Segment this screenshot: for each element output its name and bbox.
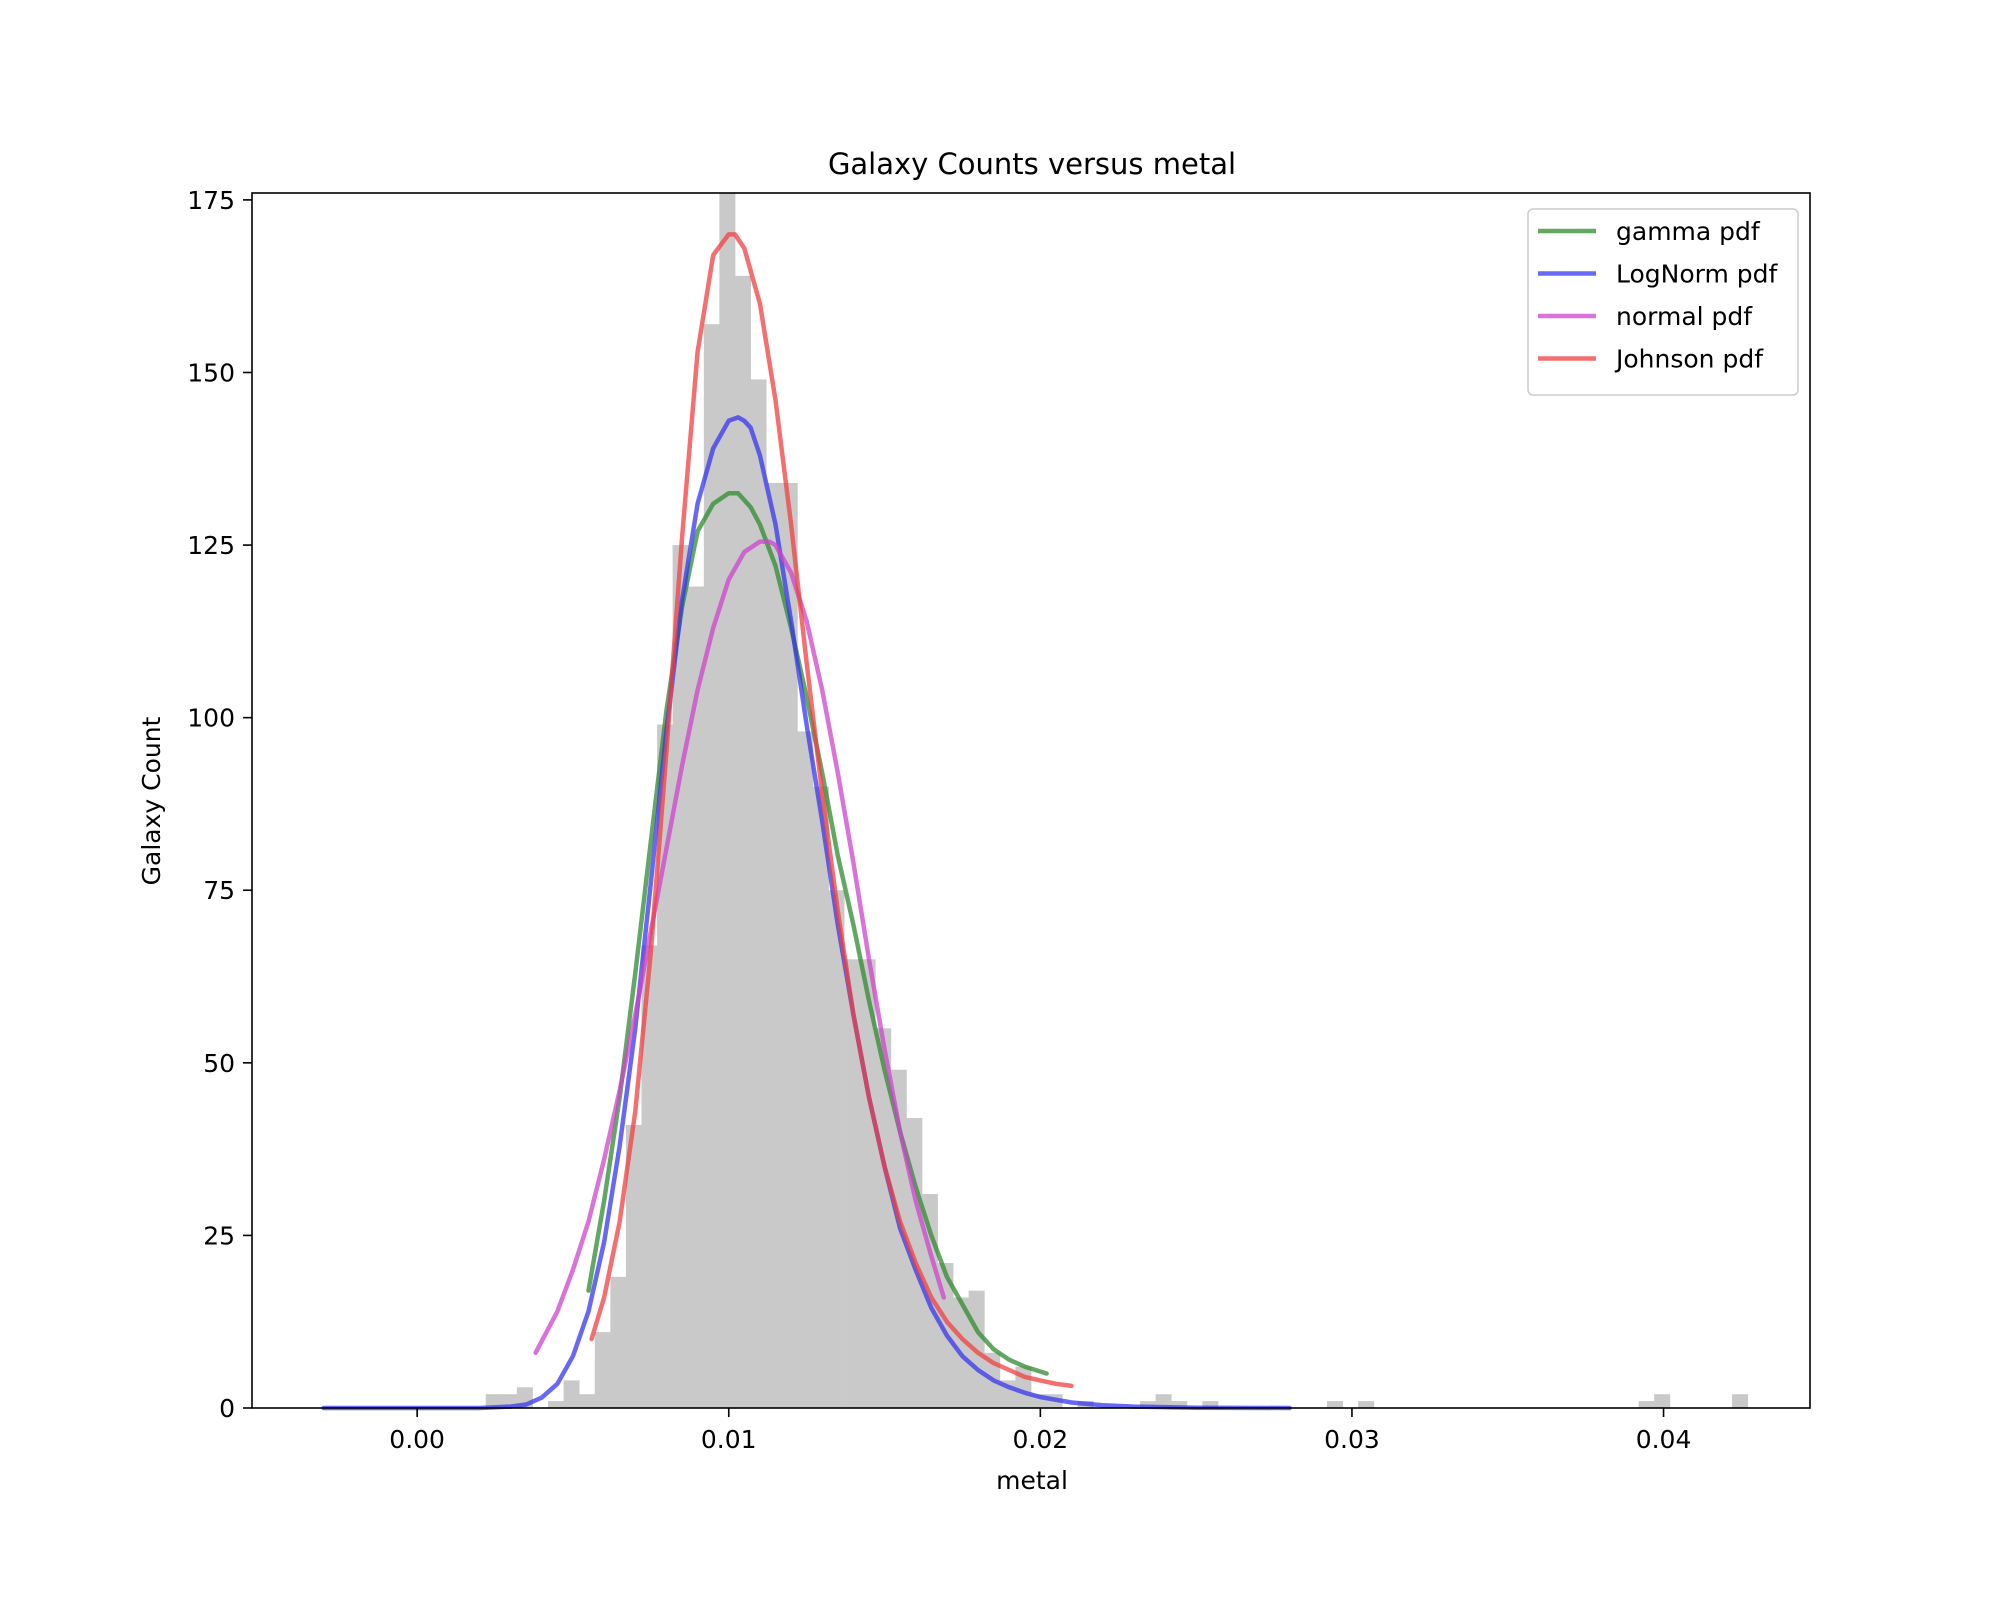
y-tick-label: 150 (187, 358, 235, 387)
y-tick-label: 50 (203, 1049, 235, 1078)
histogram-bar (1171, 1401, 1188, 1408)
histogram-bar (485, 1394, 502, 1408)
x-tick-label: 0.01 (701, 1425, 757, 1454)
histogram-bar (1638, 1401, 1655, 1408)
histogram-bar (844, 959, 861, 1408)
x-tick-label: 0.02 (1013, 1425, 1069, 1454)
y-axis-ticks: 0 25 50 75 100 125 150 175 (187, 186, 252, 1423)
histogram-bar (719, 193, 736, 1408)
histogram-bar (594, 1332, 611, 1408)
histogram-bar (579, 1394, 596, 1408)
histogram-bar (1358, 1401, 1375, 1408)
y-tick-label: 100 (187, 704, 235, 733)
legend-label: gamma pdf (1616, 217, 1761, 246)
x-axis-label: metal (996, 1466, 1068, 1495)
legend: gamma pdf LogNorm pdf normal pdf Johnson pd… (1527, 208, 1799, 396)
x-tick-label: 0.00 (389, 1425, 445, 1454)
histogram-bar (625, 1124, 642, 1408)
histogram-bar (1654, 1394, 1671, 1408)
histogram-bar (1202, 1401, 1219, 1408)
histogram-bar (766, 482, 783, 1408)
histogram-bar (657, 724, 674, 1408)
series-line-gamma-pdf (586, 491, 1049, 1376)
histogram-bar (563, 1380, 580, 1408)
histogram-bar (610, 1276, 627, 1408)
series-line-normal-pdf (533, 539, 947, 1356)
histogram-bar (828, 890, 845, 1408)
histogram-bar (1327, 1401, 1343, 1408)
series-line-johnson-pdf (589, 232, 1074, 1389)
y-tick-label: 125 (187, 531, 235, 560)
x-tick-label: 0.03 (1324, 1425, 1380, 1454)
histogram-bar (1732, 1394, 1749, 1408)
y-tick-label: 0 (219, 1394, 235, 1423)
histogram-bar (688, 586, 705, 1408)
histogram-bar (797, 731, 814, 1408)
axes-frame (251, 192, 1811, 1409)
x-tick-label: 0.04 (1636, 1425, 1692, 1454)
y-tick-label: 175 (187, 186, 235, 215)
histogram-bar (1140, 1401, 1157, 1408)
series-line-lognorm-pdf (321, 415, 1292, 1411)
histogram-bar (1155, 1394, 1172, 1408)
histogram-bar (875, 1028, 892, 1408)
histogram-bar (812, 786, 829, 1408)
histogram-bars (485, 193, 1749, 1408)
histogram-bar (641, 945, 658, 1408)
legend-box (1527, 208, 1799, 396)
legend-label: normal pdf (1616, 302, 1753, 331)
histogram-bar (781, 482, 798, 1408)
chart-title: Galaxy Counts versus metal (828, 147, 1236, 181)
histogram-bar (734, 275, 751, 1408)
pdf-curves (321, 232, 1292, 1411)
legend-label: LogNorm pdf (1616, 260, 1779, 289)
histogram-bar (750, 379, 767, 1408)
histogram-bar (703, 324, 720, 1408)
x-axis-ticks: 0.00 0.01 0.02 0.03 0.04 (389, 1408, 1691, 1454)
y-tick-label: 25 (203, 1221, 235, 1250)
y-axis-label: Galaxy Count (137, 716, 166, 885)
histogram-bar (548, 1401, 564, 1408)
histogram-bar (890, 1069, 907, 1408)
y-tick-label: 75 (203, 876, 235, 905)
legend-label: Johnson pdf (1614, 345, 1764, 374)
